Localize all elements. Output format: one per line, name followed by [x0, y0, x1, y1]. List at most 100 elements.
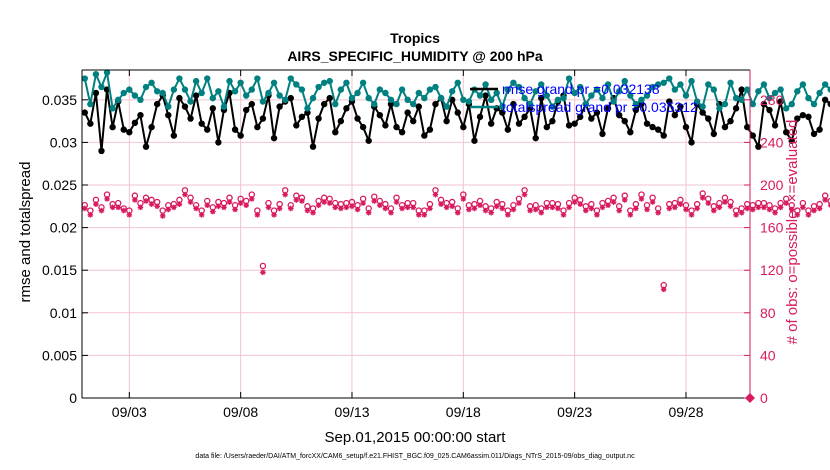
rmse-point — [293, 122, 300, 129]
rmse-point — [660, 132, 667, 139]
obs-evaluated-point — [260, 269, 266, 276]
totalspread-point — [137, 96, 144, 104]
totalspread-point — [654, 81, 662, 88]
obs-evaluated-point — [371, 198, 378, 204]
obs-evaluated-point — [649, 199, 656, 205]
rmse-point — [87, 120, 94, 127]
rmse-point — [404, 109, 411, 116]
obs-evaluated-point — [694, 205, 700, 212]
obs-evaluated-point — [510, 206, 517, 213]
obs-evaluated-point — [571, 199, 578, 205]
rmse-point — [187, 115, 194, 122]
totalspread-point — [794, 88, 801, 95]
obs-evaluated-point — [638, 196, 645, 202]
obs-possible-point — [259, 262, 267, 270]
x-tick-label: 09/23 — [557, 404, 592, 420]
obs-evaluated-point — [421, 212, 428, 218]
rmse-point — [549, 117, 556, 125]
y-tick-label: 0.015 — [42, 262, 77, 278]
totalspread-point — [415, 89, 422, 97]
totalspread-point — [554, 96, 562, 104]
data-file-footnote: data file: /Users/raeder/DAI/ATM_forcXX/… — [195, 453, 635, 460]
rmse-point — [192, 92, 200, 99]
obs-evaluated-point — [187, 199, 194, 205]
axes: 0 0.005 0.01 0.015 0.02 0.025 0.03 0.035 0 40 80 12… — [42, 69, 784, 420]
obs-evaluated-point — [616, 207, 622, 214]
totalspread-point — [187, 98, 194, 105]
chart-subtitle: AIRS_SPECIFIC_HUMIDITY @ 200 hPa — [287, 48, 543, 64]
rmse-point — [671, 111, 679, 119]
rmse-point — [382, 122, 389, 129]
rmse-point — [577, 113, 584, 121]
rmse-point — [705, 115, 712, 122]
rmse-point — [432, 100, 439, 108]
obs-evaluated-point — [566, 204, 572, 211]
totalspread-point — [359, 79, 367, 86]
rmse-line — [83, 89, 830, 151]
totalspread-point — [348, 94, 356, 102]
totalspread-point — [176, 75, 183, 82]
totalspread-point — [816, 89, 823, 97]
totalspread-point — [727, 79, 734, 86]
totalspread-point — [666, 75, 673, 82]
totalspread-point — [371, 100, 378, 108]
obs-evaluated-point — [599, 204, 606, 211]
totalspread-point — [131, 92, 139, 99]
rmse-point — [309, 143, 317, 150]
obs-evaluated-point — [788, 206, 795, 213]
rmse-point — [126, 128, 133, 136]
obs-evaluated-point — [438, 201, 444, 207]
obs-evaluated-point — [326, 200, 333, 206]
totalspread-point — [287, 75, 294, 82]
obs-evaluated-point — [477, 202, 483, 209]
obs-evaluated-point — [254, 212, 261, 218]
rmse-point — [794, 115, 801, 122]
totalspread-point — [114, 96, 122, 104]
rmse-point — [165, 111, 172, 119]
rmse-point — [677, 103, 684, 110]
obs-evaluated-point — [81, 205, 88, 212]
obs-evaluated-point — [594, 212, 600, 218]
rmse-point — [426, 126, 434, 133]
obs-evaluated-point — [126, 212, 133, 218]
obs-evaluated-point — [182, 191, 188, 198]
obs-evaluated-point — [143, 198, 149, 204]
totalspread-point — [320, 79, 328, 86]
totalspread-point — [165, 103, 172, 110]
rmse-point — [276, 103, 283, 110]
totalspread-point — [231, 88, 239, 95]
obs-evaluated-point — [822, 197, 828, 203]
obs-evaluated-point — [761, 204, 767, 211]
obs-evaluated-point — [755, 204, 762, 211]
totalspread-point — [382, 89, 389, 97]
totalspread-point — [387, 96, 395, 104]
obs-evaluated-point — [672, 204, 678, 211]
totalspread-point — [632, 100, 640, 108]
obs-evaluated-point — [605, 202, 611, 209]
obs-evaluated-point — [415, 212, 422, 218]
totalspread-point — [98, 83, 105, 91]
totalspread-point — [749, 100, 756, 108]
obs-evaluated-point — [232, 206, 238, 213]
obs-evaluated-point — [132, 197, 138, 203]
rmse-point — [109, 123, 116, 131]
obs-evaluated-point — [466, 206, 472, 213]
obs-evaluated-point — [404, 204, 411, 211]
rmse-point — [248, 100, 255, 108]
totalspread-point — [281, 96, 289, 104]
totalspread-point — [721, 100, 729, 108]
y-right-tick-label: 40 — [760, 347, 776, 363]
totalspread-point — [599, 94, 606, 102]
rmse-point — [198, 120, 205, 127]
rmse-point — [627, 128, 634, 136]
totalspread-point — [237, 79, 244, 86]
obs-evaluated-point — [287, 205, 294, 212]
y-right-tick-label: 200 — [760, 177, 784, 193]
rmse-point — [410, 117, 417, 125]
obs-evaluated-point — [87, 212, 94, 218]
totalspread-point — [577, 83, 584, 91]
totalspread-point — [615, 88, 623, 95]
rmse-point — [504, 126, 512, 133]
totalspread-point — [810, 100, 818, 108]
y-tick-label: 0.03 — [50, 134, 77, 150]
